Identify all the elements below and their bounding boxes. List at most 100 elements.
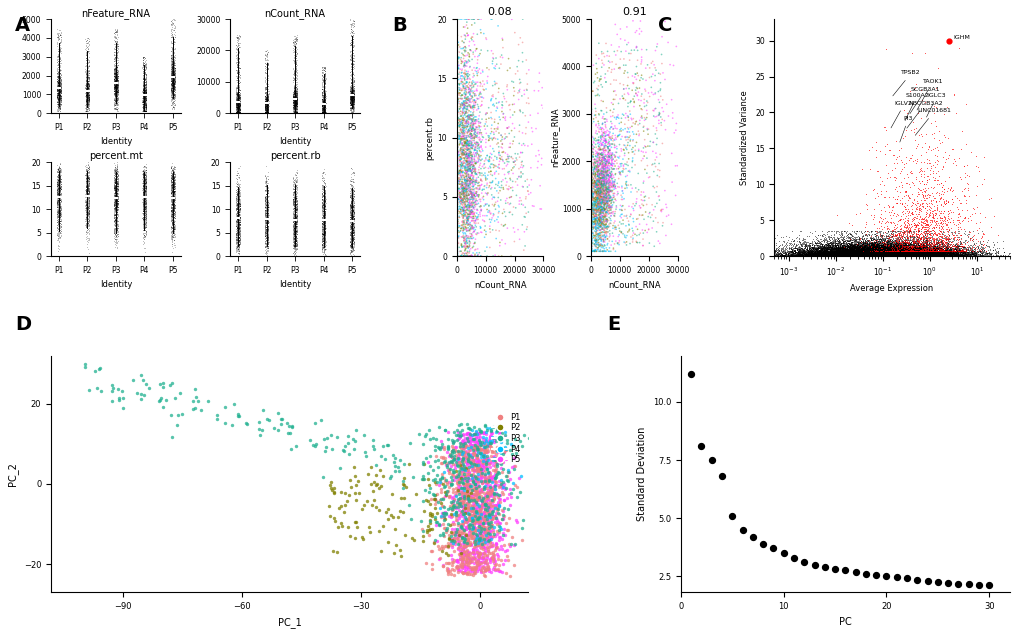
Point	[81, 72, 97, 82]
Point	[597, 159, 613, 169]
Point	[229, 99, 246, 110]
Point	[257, 59, 273, 69]
Point	[834, 247, 850, 257]
Point	[512, 84, 528, 94]
Point	[911, 251, 927, 261]
Point	[228, 178, 245, 189]
Point	[933, 201, 950, 211]
Point	[81, 72, 97, 82]
Point	[481, 538, 497, 548]
Point	[899, 250, 915, 260]
Point	[841, 238, 857, 248]
Point	[810, 250, 826, 260]
Point	[229, 97, 246, 107]
Y-axis label: percent.rb: percent.rb	[425, 115, 434, 159]
Point	[892, 250, 908, 260]
Point	[230, 96, 247, 106]
Point	[853, 250, 869, 260]
Point	[583, 178, 599, 189]
Point	[839, 229, 855, 239]
Point	[905, 238, 921, 248]
Point	[452, 495, 469, 505]
Point	[109, 62, 125, 72]
Point	[852, 248, 868, 259]
Point	[53, 166, 69, 176]
Point	[875, 234, 892, 245]
Point	[858, 246, 874, 256]
Point	[870, 248, 887, 259]
Point	[853, 250, 869, 260]
Point	[164, 81, 180, 91]
Point	[473, 175, 489, 185]
Point	[285, 240, 302, 250]
Point	[838, 249, 854, 259]
Point	[870, 250, 887, 260]
Point	[895, 240, 911, 250]
Point	[316, 196, 332, 206]
Point	[317, 107, 333, 117]
Point	[926, 250, 943, 260]
Point	[458, 240, 474, 250]
Point	[929, 206, 946, 216]
Point	[929, 249, 946, 259]
Point	[316, 94, 332, 104]
Point	[314, 190, 330, 200]
Point	[437, 481, 453, 491]
Point	[455, 206, 472, 216]
Point	[317, 104, 333, 115]
Point	[840, 241, 856, 251]
Point	[851, 248, 867, 259]
Point	[462, 201, 478, 211]
Point	[828, 247, 845, 257]
Point	[901, 247, 917, 257]
Point	[902, 249, 918, 259]
Point	[467, 517, 483, 527]
Point	[230, 102, 247, 112]
Point	[843, 246, 859, 256]
Point	[955, 161, 971, 171]
Point	[901, 249, 917, 259]
Point	[79, 94, 96, 104]
Point	[868, 250, 884, 260]
Point	[81, 210, 97, 220]
Point	[135, 104, 151, 114]
Point	[874, 248, 891, 259]
Point	[878, 249, 895, 259]
Point	[867, 250, 883, 261]
Point	[344, 90, 361, 100]
Point	[850, 246, 866, 256]
Point	[863, 250, 879, 260]
Point	[899, 240, 915, 250]
Point	[137, 179, 153, 189]
Point	[317, 208, 333, 218]
Point	[228, 97, 245, 108]
Point	[853, 250, 869, 261]
Point	[258, 222, 274, 232]
Point	[846, 250, 862, 260]
Point	[815, 248, 832, 258]
Point	[867, 248, 883, 259]
Point	[851, 250, 867, 260]
Point	[896, 251, 912, 261]
Point	[839, 236, 855, 247]
Point	[900, 240, 916, 250]
Point	[884, 248, 901, 258]
Point	[503, 182, 520, 192]
Point	[344, 230, 361, 240]
Point	[889, 241, 905, 252]
Point	[343, 94, 360, 104]
Point	[260, 96, 276, 106]
Point	[792, 245, 808, 255]
Point	[823, 251, 840, 261]
Point	[827, 250, 844, 261]
Point	[457, 535, 473, 545]
Point	[862, 243, 878, 254]
Point	[896, 250, 912, 260]
Point	[344, 84, 361, 94]
Point	[916, 249, 932, 259]
Point	[823, 240, 840, 250]
Point	[590, 223, 606, 233]
Point	[857, 240, 873, 250]
Point	[922, 250, 938, 261]
Point	[888, 245, 904, 255]
